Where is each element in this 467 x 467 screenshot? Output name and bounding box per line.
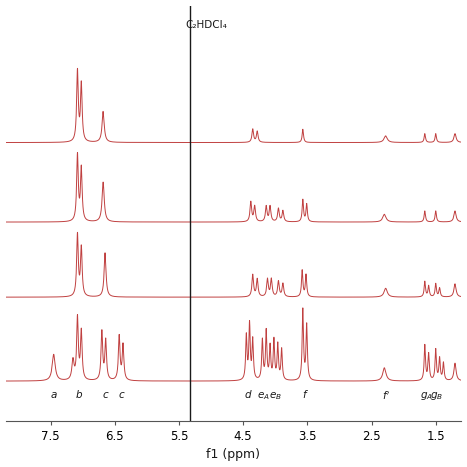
Text: C₂HDCl₄: C₂HDCl₄ (185, 20, 227, 30)
Text: $f'$: $f'$ (382, 390, 390, 403)
Text: $e_B$: $e_B$ (269, 390, 282, 402)
Text: a: a (50, 390, 57, 400)
Text: b: b (76, 390, 83, 400)
Text: d: d (245, 390, 252, 400)
X-axis label: f1 (ppm): f1 (ppm) (206, 448, 261, 461)
Text: $e_A$: $e_A$ (257, 390, 270, 402)
Text: f: f (302, 390, 306, 400)
Text: c: c (118, 390, 124, 400)
Text: c: c (102, 390, 108, 400)
Text: $g_B$: $g_B$ (431, 390, 444, 402)
Text: $g_A$: $g_A$ (420, 390, 432, 402)
